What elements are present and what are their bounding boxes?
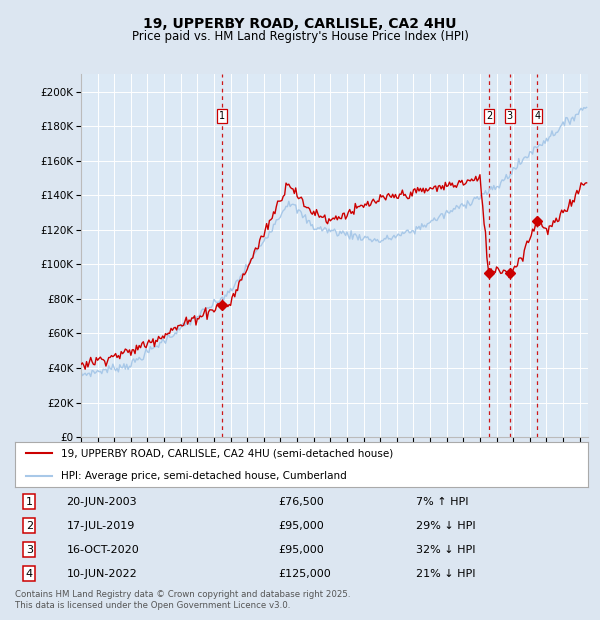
Text: 19, UPPERBY ROAD, CARLISLE, CA2 4HU: 19, UPPERBY ROAD, CARLISLE, CA2 4HU [143,17,457,32]
Text: £95,000: £95,000 [278,521,325,531]
Text: 29% ↓ HPI: 29% ↓ HPI [416,521,476,531]
Text: 1: 1 [26,497,33,507]
Text: Price paid vs. HM Land Registry's House Price Index (HPI): Price paid vs. HM Land Registry's House … [131,30,469,43]
Text: 1: 1 [219,111,225,121]
Text: £76,500: £76,500 [278,497,325,507]
Text: 32% ↓ HPI: 32% ↓ HPI [416,545,476,555]
Text: 2: 2 [26,521,33,531]
Text: £95,000: £95,000 [278,545,325,555]
Text: 17-JUL-2019: 17-JUL-2019 [67,521,135,531]
Text: £125,000: £125,000 [278,569,331,579]
Text: 20-JUN-2003: 20-JUN-2003 [67,497,137,507]
Text: 4: 4 [26,569,33,579]
Text: Contains HM Land Registry data © Crown copyright and database right 2025.
This d: Contains HM Land Registry data © Crown c… [15,590,350,609]
Text: 3: 3 [26,545,33,555]
Text: 21% ↓ HPI: 21% ↓ HPI [416,569,476,579]
Text: 7% ↑ HPI: 7% ↑ HPI [416,497,469,507]
Text: 2: 2 [486,111,492,121]
Text: 16-OCT-2020: 16-OCT-2020 [67,545,139,555]
Text: HPI: Average price, semi-detached house, Cumberland: HPI: Average price, semi-detached house,… [61,471,347,480]
Text: 10-JUN-2022: 10-JUN-2022 [67,569,137,579]
Text: 19, UPPERBY ROAD, CARLISLE, CA2 4HU (semi-detached house): 19, UPPERBY ROAD, CARLISLE, CA2 4HU (sem… [61,448,393,458]
Text: 3: 3 [506,111,513,121]
Text: 4: 4 [534,111,540,121]
